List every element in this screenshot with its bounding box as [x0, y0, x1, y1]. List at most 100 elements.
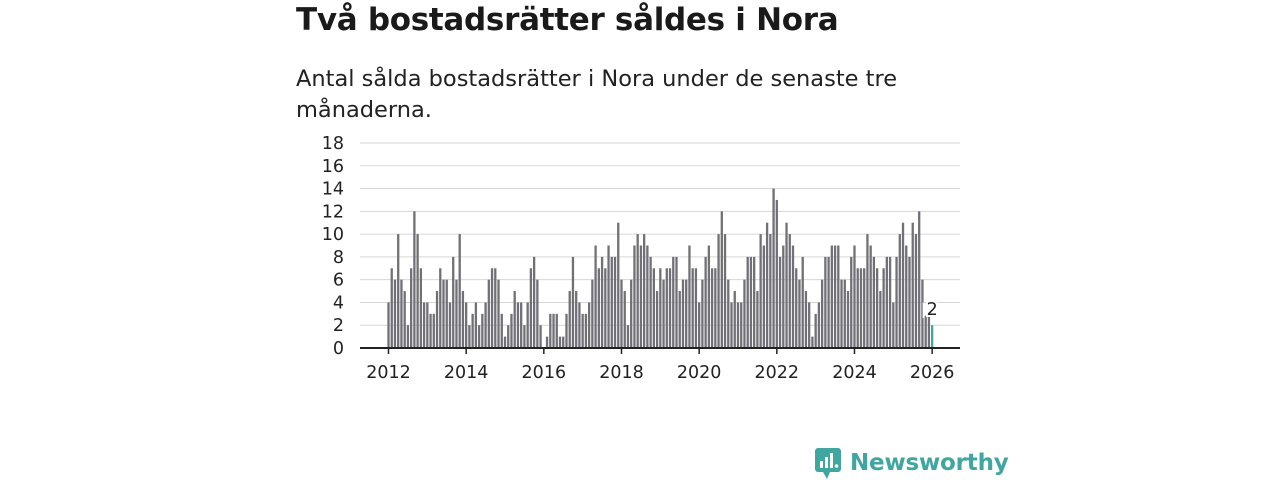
bar: [584, 313, 588, 348]
bar: [727, 279, 730, 348]
bar: [875, 268, 879, 348]
bar: [503, 336, 507, 348]
bar: [701, 279, 704, 348]
bar: [413, 211, 416, 348]
bar: [626, 325, 630, 348]
highlight-bar: [931, 325, 934, 348]
bar: [879, 291, 882, 348]
bar: [471, 313, 474, 348]
y-tick-label: 4: [333, 293, 344, 313]
y-tick-label: 14: [322, 180, 344, 200]
bar: [801, 256, 804, 348]
bar: [769, 234, 772, 348]
bar: [600, 256, 604, 348]
bar: [410, 268, 413, 348]
x-tick-label: 2020: [677, 363, 722, 383]
bar: [545, 336, 549, 348]
bar: [675, 256, 678, 348]
bar: [520, 302, 523, 348]
y-tick-label: 12: [322, 202, 344, 222]
bar: [403, 291, 406, 348]
bar: [426, 302, 429, 348]
bar: [575, 291, 578, 348]
bar: [419, 268, 423, 348]
bar: [694, 268, 698, 348]
y-tick-label: 2: [333, 316, 344, 336]
bar: [636, 234, 639, 348]
bar: [646, 245, 649, 348]
data-label-pointer: [922, 301, 930, 319]
y-tick-label: 10: [322, 225, 344, 245]
bar: [523, 325, 526, 348]
bar: [772, 188, 775, 348]
bar: [736, 302, 740, 348]
bar: [733, 291, 736, 348]
bar: [562, 336, 565, 348]
bar: [921, 279, 924, 348]
y-tick-label: 0: [333, 339, 344, 359]
bar: [549, 313, 552, 348]
bar: [481, 313, 484, 348]
bar: [429, 313, 432, 348]
bar: [908, 256, 911, 348]
x-axis-ticks: 2012 2014 2016 2018 2020 2022 2024 2026: [366, 348, 954, 383]
bar: [885, 256, 888, 348]
bar: [804, 291, 808, 348]
bar: [808, 302, 811, 348]
bar: [924, 313, 927, 348]
bar: [659, 268, 662, 348]
bar: [610, 256, 613, 348]
bar: [927, 313, 931, 348]
bar: [795, 268, 798, 348]
bar: [895, 256, 898, 348]
bar: [720, 211, 723, 348]
bar: [759, 234, 762, 348]
bar: [866, 234, 869, 348]
bar: [668, 268, 672, 348]
bar: [753, 256, 756, 348]
bar: [581, 313, 584, 348]
bar: [892, 302, 895, 348]
bar: [455, 279, 458, 348]
bar: [918, 211, 921, 348]
bar: [435, 291, 439, 348]
bar: [749, 256, 753, 348]
bar: [652, 268, 655, 348]
bar: [714, 268, 717, 348]
x-tick-label: 2026: [910, 363, 955, 383]
bar: [468, 325, 471, 348]
bar: [442, 279, 445, 348]
bar: [558, 336, 562, 348]
brand-logo: Newsworthy: [814, 446, 1009, 480]
bar: [500, 313, 503, 348]
bar: [452, 256, 455, 348]
bar: [448, 302, 452, 348]
bar: [791, 245, 795, 348]
bar: [539, 325, 542, 348]
bar: [765, 222, 769, 348]
bar: [594, 245, 597, 348]
bar: [859, 268, 863, 348]
bar: [785, 222, 788, 348]
bar: [439, 268, 442, 348]
bar: [613, 256, 617, 348]
data-labels: 2: [922, 298, 940, 322]
bar: [587, 302, 591, 348]
bar: [529, 268, 533, 348]
bar: [555, 313, 558, 348]
bar: [688, 245, 691, 348]
bar: [406, 325, 410, 348]
bar: [723, 234, 727, 348]
bar: [905, 245, 908, 348]
chart-subtitle: Antal sålda bostadsrätter i Nora under d…: [296, 66, 898, 123]
x-tick-label: 2016: [522, 363, 567, 383]
bar: [604, 268, 607, 348]
bar: [888, 256, 892, 348]
bar: [532, 256, 536, 348]
bar: [691, 268, 694, 348]
bar: [568, 291, 571, 348]
bar: [707, 245, 711, 348]
bar: [681, 279, 685, 348]
